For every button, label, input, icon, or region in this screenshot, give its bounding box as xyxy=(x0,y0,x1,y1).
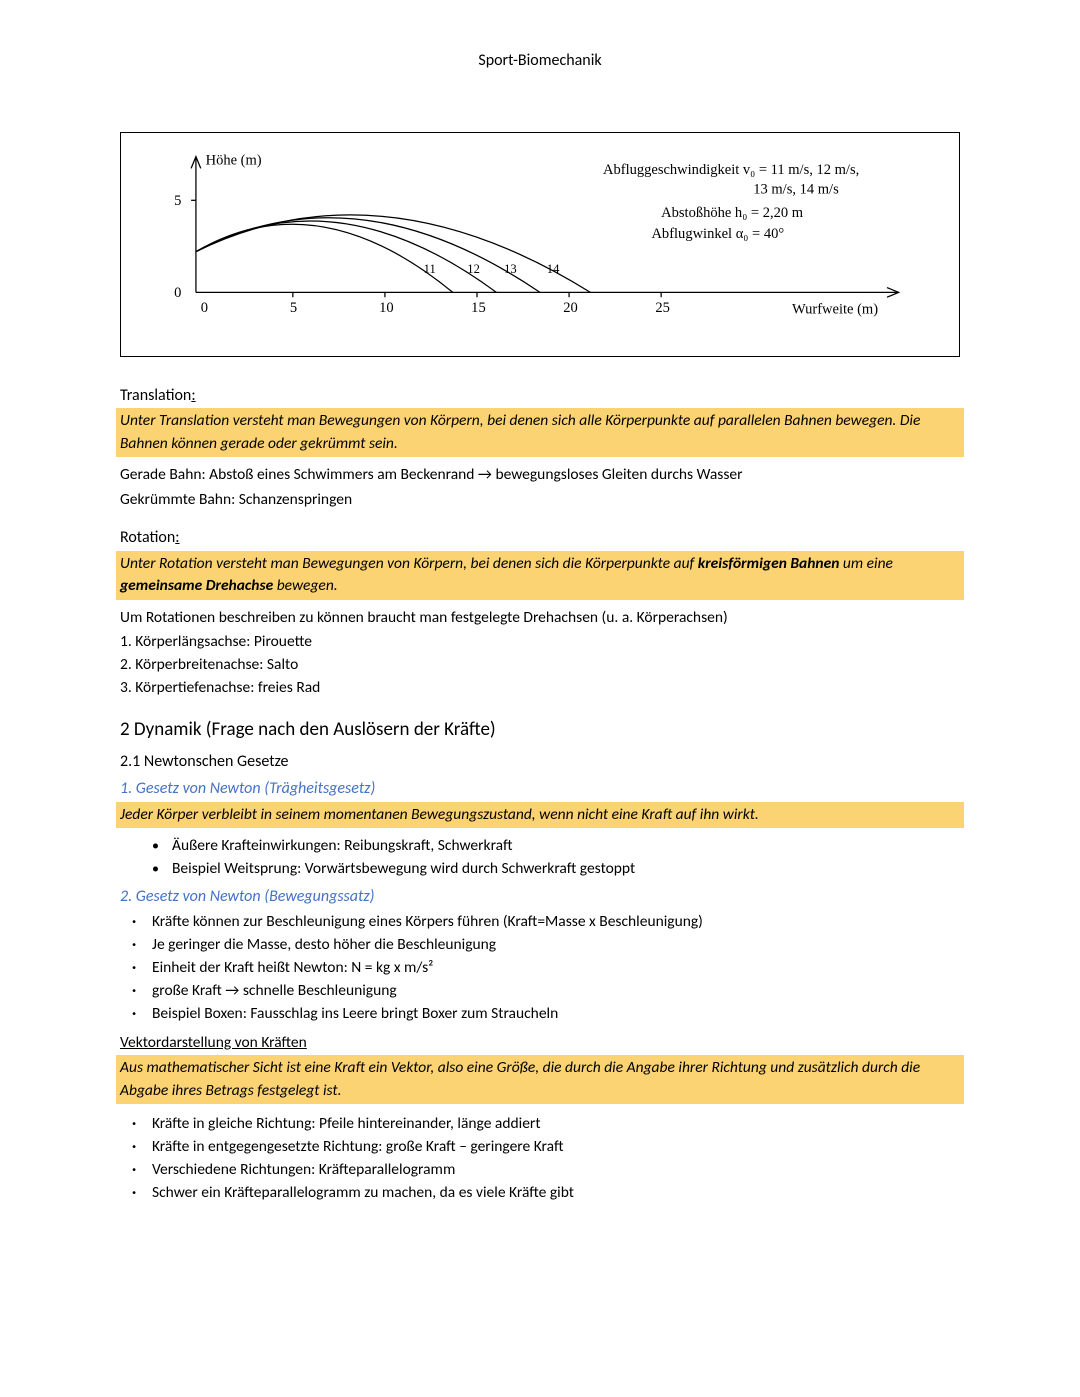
vektor-bullet-4: Schwer ein Kräfteparallelogramm zu mache… xyxy=(152,1183,960,1204)
xtick-10: 10 xyxy=(379,299,394,315)
vektor-bullet-3: Verschiedene Richtungen: Kräfteparallelo… xyxy=(152,1160,960,1181)
heading-newton: 2.1 Newtonschen Gesetze xyxy=(120,751,960,773)
page-title: Sport-Biomechanik xyxy=(120,50,960,72)
law-2-bullet-1: Kräfte können zur Beschleunigung eines K… xyxy=(152,912,960,933)
law-1-definition: Jeder Körper verbleibt in seinem momenta… xyxy=(116,802,964,828)
law-2-bullet-2: Je geringer die Masse, desto höher die B… xyxy=(152,935,960,956)
rotation-def-a: Unter Rotation versteht man Bewegungen v… xyxy=(120,554,698,573)
curve-label-14: 14 xyxy=(547,262,560,276)
vektor-bullets: Kräfte in gleiche Richtung: Pfeile hinte… xyxy=(120,1114,960,1204)
law-2-bullet-3: Einheit der Kraft heißt Newton: N = kg x… xyxy=(152,958,960,979)
curve-label-12: 12 xyxy=(467,262,480,276)
ytick-5: 5 xyxy=(174,193,181,209)
law-2-title: 2. Gesetz von Newton (Bewegungssatz) xyxy=(120,886,960,908)
rotation-def-b3: gemeinsame Drehachse xyxy=(120,576,273,595)
translation-example-2: Gekrümmte Bahn: Schanzenspringen xyxy=(120,490,960,511)
ytick-0: 0 xyxy=(174,285,181,301)
axis-1: 1. Körperlängsachse: Pirouette xyxy=(120,632,960,653)
xtick-0: 0 xyxy=(201,299,208,315)
xtick-25: 25 xyxy=(655,299,670,315)
chart-annot-3: Abflugwinkel α₀ = 40° xyxy=(651,226,784,242)
chart-annot-1b: 13 m/s, 14 m/s xyxy=(753,181,839,197)
vektor-bullet-2: Kräfte in entgegengesetzte Richtung: gro… xyxy=(152,1137,960,1158)
translation-example-1: Gerade Bahn: Abstoß eines Schwimmers am … xyxy=(120,465,960,486)
law-2-bullets: Kräfte können zur Beschleunigung eines K… xyxy=(120,912,960,1025)
trajectory-chart: 5 0 Höhe (m) 0 5 10 15 20 25 Wurfweite (… xyxy=(120,132,960,357)
rotation-definition: Unter Rotation versteht man Bewegungen v… xyxy=(116,551,964,600)
rotation-def-b2: um eine xyxy=(839,554,893,573)
rotation-def-b4: bewegen. xyxy=(273,576,338,595)
heading-rotation: Rotation: xyxy=(120,527,960,549)
rotation-axes-list: 1. Körperlängsachse: Pirouette 2. Körper… xyxy=(120,632,960,699)
heading-dynamik: 2 Dynamik (Frage nach den Auslösern der … xyxy=(120,717,960,743)
heading-colon: : xyxy=(191,386,195,405)
rotation-def-b1: kreisförmigen Bahnen xyxy=(698,554,840,573)
curve-label-11: 11 xyxy=(424,262,436,276)
vektor-definition: Aus mathematischer Sicht ist eine Kraft … xyxy=(116,1055,964,1104)
vektor-bullet-1: Kräfte in gleiche Richtung: Pfeile hinte… xyxy=(152,1114,960,1135)
chart-annot-2: Abstoßhöhe h₀ = 2,20 m xyxy=(661,204,804,220)
curve-label-13: 13 xyxy=(504,262,517,276)
heading-translation: Translation: xyxy=(120,385,960,407)
law-1-bullet-1: Äußere Krafteinwirkungen: Reibungskraft,… xyxy=(172,836,960,857)
law-2-bullet-5: Beispiel Boxen: Fausschlag ins Leere bri… xyxy=(152,1004,960,1025)
heading-colon-2: : xyxy=(175,528,179,547)
heading-rotation-text: Rotation xyxy=(120,528,175,547)
chart-annot-1: Abfluggeschwindigkeit v₀ = 11 m/s, 12 m/… xyxy=(603,162,859,178)
xtick-15: 15 xyxy=(471,299,486,315)
law-1-bullets: Äußere Krafteinwirkungen: Reibungskraft,… xyxy=(120,836,960,880)
xtick-20: 20 xyxy=(563,299,578,315)
axis-2: 2. Körperbreitenachse: Salto xyxy=(120,655,960,676)
law-2-bullet-4: große Kraft → schnelle Beschleunigung xyxy=(152,981,960,1002)
heading-vektor: Vektordarstellung von Kräften xyxy=(120,1033,307,1054)
heading-translation-text: Translation xyxy=(120,386,191,405)
x-axis-label: Wurfweite (m) xyxy=(792,301,878,317)
law-1-title: 1. Gesetz von Newton (Trägheitsgesetz) xyxy=(120,778,960,800)
y-axis-label: Höhe (m) xyxy=(206,152,262,168)
axis-3: 3. Körpertiefenachse: freies Rad xyxy=(120,678,960,699)
rotation-intro: Um Rotationen beschreiben zu können brau… xyxy=(120,608,960,629)
xtick-5: 5 xyxy=(290,299,297,315)
law-1-bullet-2: Beispiel Weitsprung: Vorwärtsbewegung wi… xyxy=(172,859,960,880)
translation-definition: Unter Translation versteht man Bewegunge… xyxy=(116,408,964,457)
